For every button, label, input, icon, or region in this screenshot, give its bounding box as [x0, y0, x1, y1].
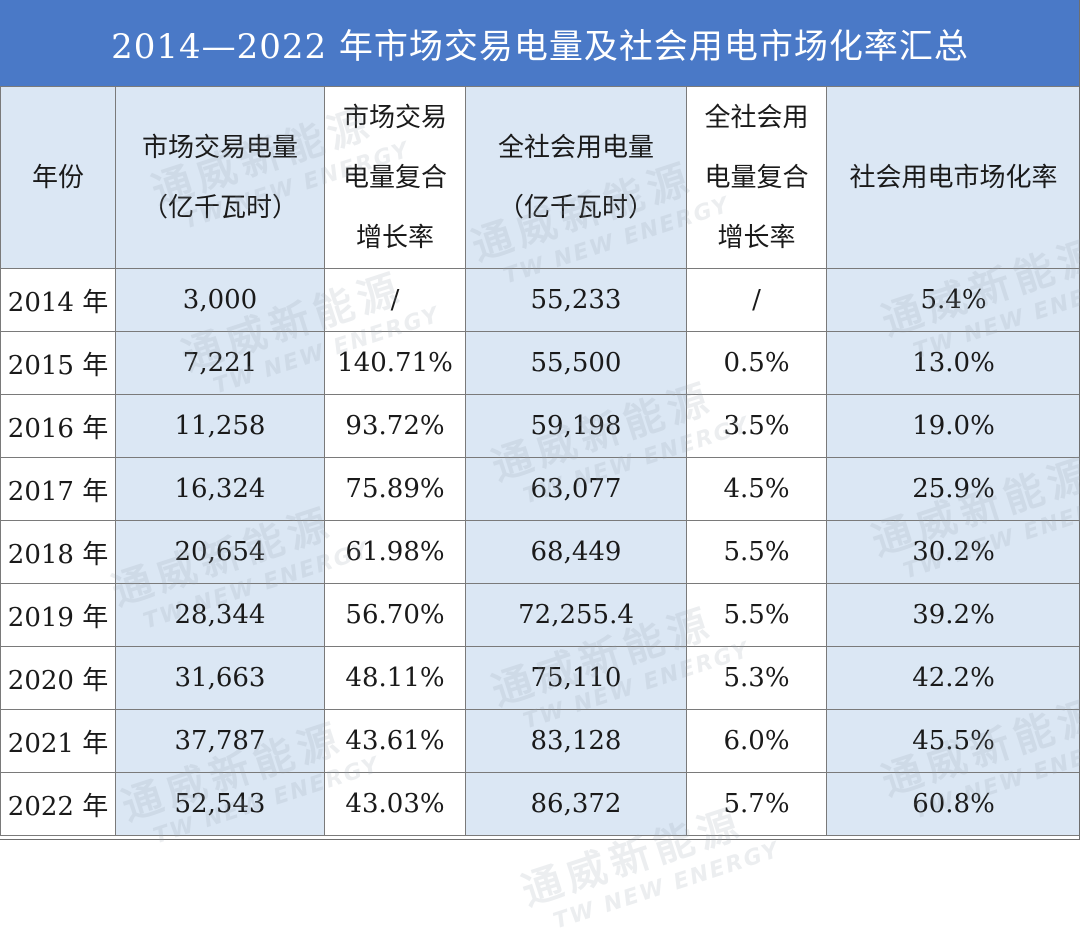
- watermark-en: TW NEW ENERGY: [550, 838, 783, 935]
- table-frame: [0, 0, 1080, 840]
